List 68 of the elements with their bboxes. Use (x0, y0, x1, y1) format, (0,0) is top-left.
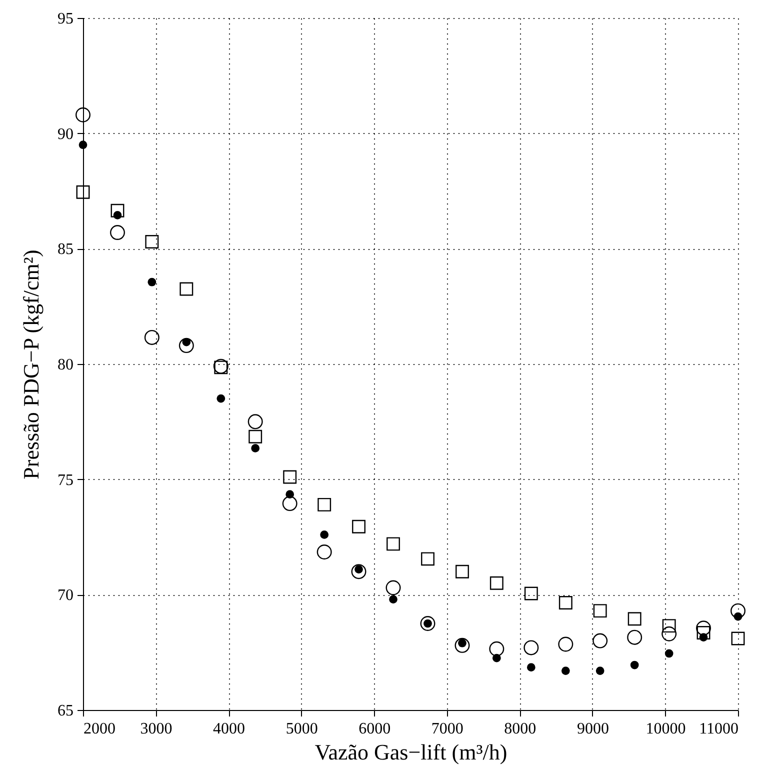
x-tick-label: 3000 (140, 720, 172, 738)
x-tick-label: 8000 (504, 720, 536, 738)
point (662, 626, 677, 642)
point (730, 603, 746, 618)
y-tick-label: 95 (58, 10, 74, 28)
point (596, 666, 604, 675)
point (628, 612, 642, 626)
point (386, 537, 400, 551)
point (421, 552, 434, 566)
x-axis-title: Vazão Gas−lift (m³/h) (314, 740, 508, 764)
x-tick-label: 10000 (646, 720, 686, 738)
point (386, 580, 401, 596)
x-tick-label: 2000 (84, 720, 116, 738)
point (316, 544, 332, 560)
point (526, 663, 536, 672)
point (524, 640, 539, 656)
x-tick-label: 9000 (576, 720, 609, 738)
point (454, 638, 470, 653)
point (76, 107, 90, 122)
point (489, 641, 504, 656)
point (456, 564, 469, 578)
point (731, 632, 745, 646)
point (110, 204, 124, 218)
point (351, 564, 366, 580)
point (662, 619, 676, 633)
y-axis-title: Pressão PDG−P (kgf/cm²) (18, 250, 44, 480)
y-tick-label: 70 (58, 587, 74, 604)
x-tick-label: 4000 (213, 720, 246, 738)
point (630, 660, 639, 670)
point (110, 225, 125, 240)
point (180, 282, 194, 296)
y-tick-label: 80 (58, 356, 74, 374)
x-tick-label: 11000 (699, 720, 738, 738)
point (78, 140, 88, 150)
point (561, 666, 570, 675)
point (592, 633, 608, 648)
point (627, 630, 642, 645)
point (145, 235, 159, 248)
point (389, 595, 398, 604)
y-tick-label: 65 (58, 702, 74, 720)
point (320, 530, 329, 539)
point (318, 498, 332, 512)
y-tick-label: 85 (58, 241, 74, 258)
point (248, 430, 262, 444)
point (76, 185, 90, 199)
point (558, 596, 572, 610)
x-tick-label: 5000 (286, 720, 318, 738)
point (524, 586, 538, 600)
point (490, 576, 504, 590)
point (664, 649, 674, 658)
point (283, 470, 297, 484)
x-tick-label: 6000 (358, 720, 391, 738)
point (144, 330, 160, 345)
x-tick-label: 7000 (431, 720, 464, 738)
point (248, 414, 263, 430)
point (558, 636, 574, 652)
y-tick-label: 90 (58, 126, 74, 143)
point (696, 626, 710, 640)
point (148, 278, 156, 286)
point (696, 620, 711, 636)
point (282, 496, 298, 512)
point (352, 520, 366, 534)
point (593, 604, 607, 618)
point (178, 338, 194, 354)
point (216, 394, 226, 403)
y-tick-label: 75 (58, 472, 74, 489)
point (420, 616, 436, 631)
point (251, 444, 260, 452)
